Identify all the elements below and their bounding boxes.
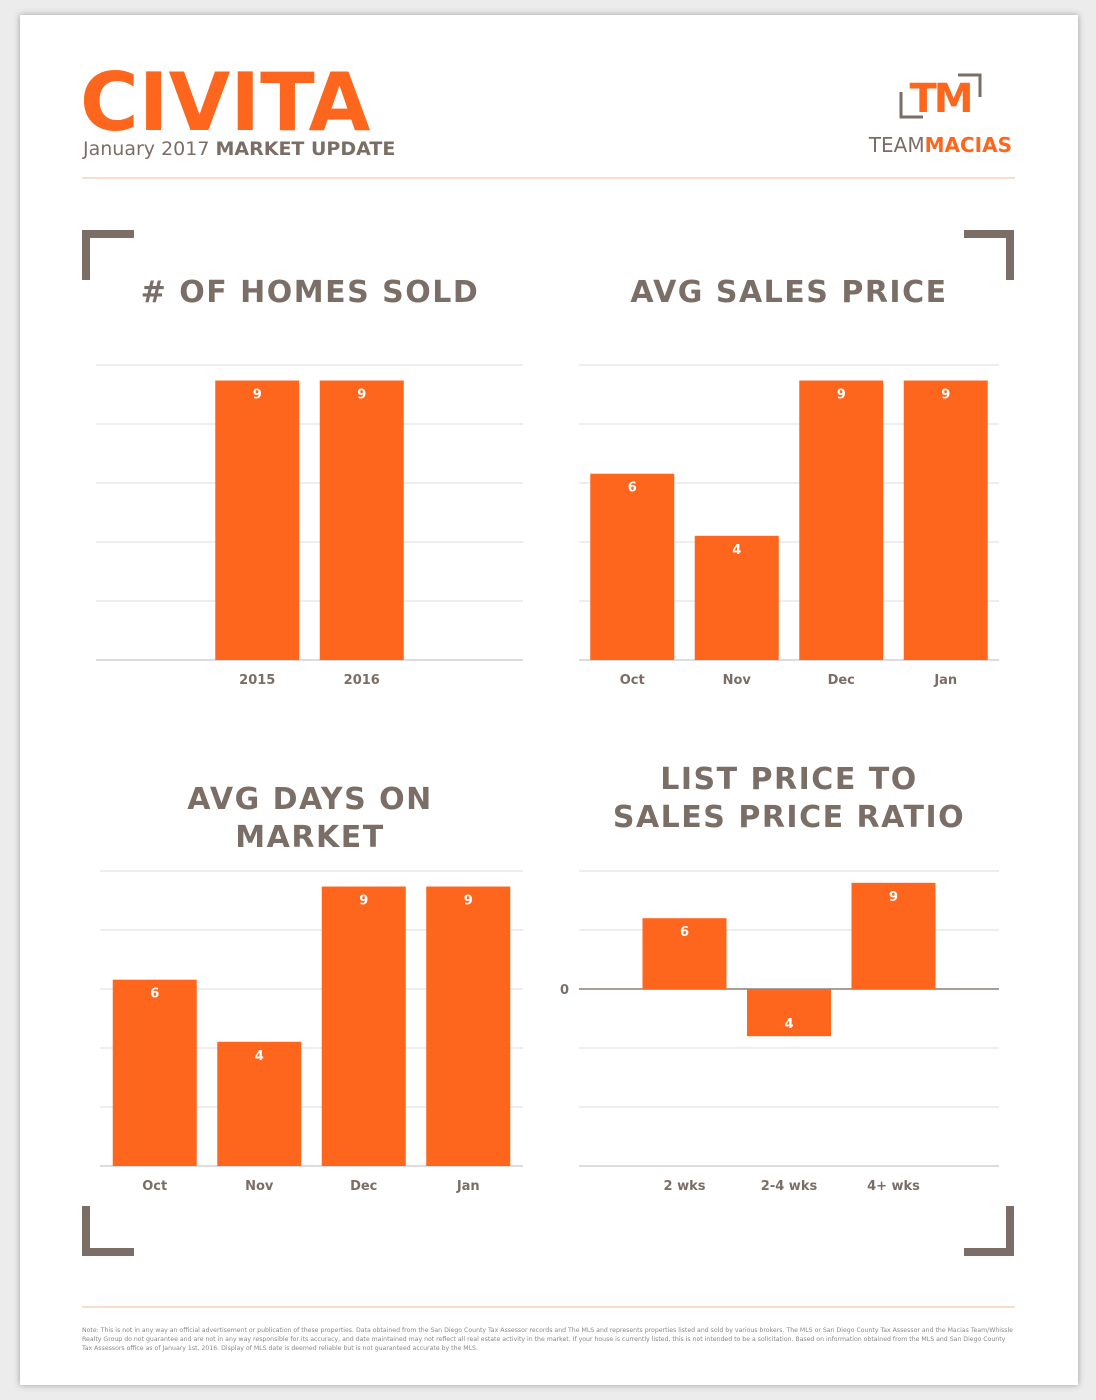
chart-title: # OF HOMES SOLD bbox=[140, 275, 480, 310]
value-label: 9 bbox=[464, 894, 473, 909]
chart-title: AVG DAYS ON MARKET bbox=[187, 782, 433, 855]
corner bbox=[964, 1206, 1014, 1256]
x-tick-label: 2-4 wks bbox=[761, 1179, 818, 1194]
logo-corner bbox=[958, 73, 982, 97]
x-tick-label: Dec bbox=[828, 673, 855, 688]
logo-name: MACIAS bbox=[925, 133, 1012, 157]
x-tick-label: 2015 bbox=[239, 673, 275, 688]
x-tick-label: Oct bbox=[620, 673, 645, 688]
x-tick-label: Nov bbox=[723, 673, 752, 688]
y-tick-label: 0 bbox=[560, 983, 569, 998]
title: CIVITA bbox=[80, 56, 371, 149]
logo-team: TEAM bbox=[868, 133, 925, 157]
bar bbox=[799, 380, 884, 660]
footer-note: Note: This is not in any way an official… bbox=[82, 1327, 1013, 1352]
bar bbox=[851, 882, 936, 989]
bar bbox=[319, 380, 404, 660]
value-label: 9 bbox=[253, 388, 262, 403]
bar bbox=[747, 989, 831, 1037]
value-label: 6 bbox=[150, 987, 159, 1002]
subtitle-label: MARKET UPDATE bbox=[215, 138, 395, 160]
x-tick-label: Jan bbox=[933, 673, 957, 688]
x-tick-label: Nov bbox=[245, 1179, 274, 1194]
bar bbox=[112, 979, 197, 1166]
logo-text: TEAMMACIAS bbox=[868, 133, 1012, 157]
x-tick-label: Dec bbox=[350, 1179, 377, 1194]
value-label: 9 bbox=[357, 388, 366, 403]
chart-title: LIST PRICE TO SALES PRICE RATIO bbox=[612, 762, 966, 835]
frame-corners bbox=[82, 230, 1014, 1256]
subtitle-month: January 2017 bbox=[82, 138, 209, 160]
x-tick-label: 2016 bbox=[344, 673, 380, 688]
value-label: 9 bbox=[359, 894, 368, 909]
x-tick-label: Oct bbox=[142, 1179, 167, 1194]
bar bbox=[426, 886, 511, 1166]
bar bbox=[694, 535, 779, 660]
value-label: 4 bbox=[255, 1049, 264, 1064]
x-tick-label: Jan bbox=[456, 1179, 480, 1194]
bar bbox=[642, 918, 727, 989]
logo-corner bbox=[899, 92, 923, 119]
value-label: 6 bbox=[680, 925, 689, 940]
bar bbox=[590, 473, 675, 660]
bar bbox=[903, 380, 988, 660]
x-tick-label: 4+ wks bbox=[867, 1179, 920, 1194]
value-label: 9 bbox=[837, 388, 846, 403]
value-label: 6 bbox=[628, 481, 637, 496]
value-label: 4 bbox=[732, 543, 741, 558]
corner bbox=[82, 1206, 134, 1256]
value-label: 9 bbox=[889, 890, 898, 905]
bar bbox=[321, 886, 406, 1166]
value-label: 4 bbox=[784, 1017, 793, 1032]
chart-title: AVG SALES PRICE bbox=[630, 275, 948, 310]
logo-mark: TM bbox=[909, 76, 970, 122]
bar bbox=[215, 380, 300, 660]
bar bbox=[217, 1041, 302, 1166]
corner bbox=[964, 230, 1014, 280]
subtitle: January 2017 MARKET UPDATE bbox=[82, 138, 395, 160]
corner bbox=[82, 230, 134, 280]
x-tick-label: 2 wks bbox=[664, 1179, 706, 1194]
value-label: 9 bbox=[941, 388, 950, 403]
